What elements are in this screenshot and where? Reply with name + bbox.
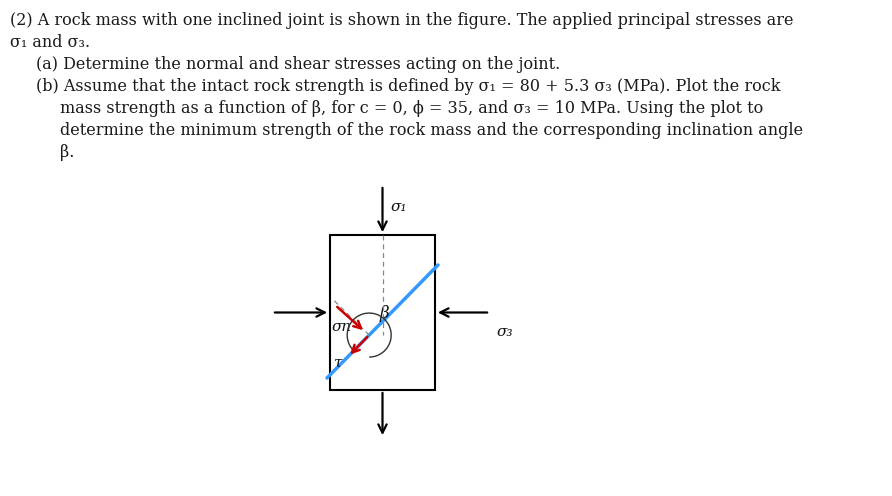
Text: σ₃: σ₃ <box>497 325 514 339</box>
Text: (b) Assume that the intact rock strength is defined by σ₁ = 80 + 5.3 σ₃ (MPa). P: (b) Assume that the intact rock strength… <box>36 78 780 95</box>
Bar <box>330 235 435 390</box>
Text: σ₁: σ₁ <box>391 200 407 214</box>
Text: (a) Determine the normal and shear stresses acting on the joint.: (a) Determine the normal and shear stres… <box>36 56 560 73</box>
Text: determine the minimum strength of the rock mass and the corresponding inclinatio: determine the minimum strength of the ro… <box>60 122 803 139</box>
Text: β: β <box>379 305 389 321</box>
Text: (2) A rock mass with one inclined joint is shown in the figure. The applied prin: (2) A rock mass with one inclined joint … <box>10 12 794 29</box>
Text: mass strength as a function of β, for c = 0, ϕ = 35, and σ₃ = 10 MPa. Using the : mass strength as a function of β, for c … <box>60 100 764 117</box>
Text: β.: β. <box>60 144 74 161</box>
Text: σn: σn <box>332 320 352 334</box>
Text: σ₁ and σ₃.: σ₁ and σ₃. <box>10 34 90 51</box>
Text: τ: τ <box>334 356 343 370</box>
